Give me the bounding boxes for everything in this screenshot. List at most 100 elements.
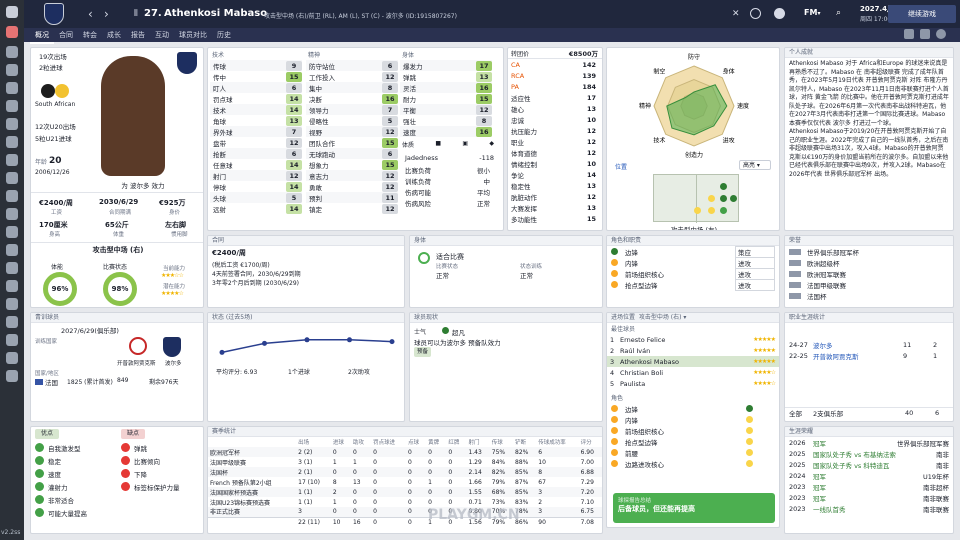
tab-item[interactable]: 球员对比 (179, 31, 207, 39)
rating-dropdown[interactable]: 高亮 ▾ (739, 160, 771, 170)
money-icon[interactable] (6, 334, 18, 346)
season-row[interactable]: 法国U23锦标赛预选赛 1 (1) 1 0 0 0 0 0 0.71 73% 83% 2 7.10 (208, 497, 602, 507)
tab-item[interactable]: 互动 (155, 31, 169, 39)
career-club[interactable]: 波尔多 (813, 341, 833, 350)
add-icon[interactable] (6, 190, 18, 202)
competition-name: 法国杯 (210, 469, 229, 477)
physical-title: 身体 (402, 52, 415, 59)
honours-panel: 荣誉 世界俱乐部冠军杯 欧洲超级杯 欧洲冠军联赛 法国甲级联赛 法国杯 (784, 235, 954, 308)
tab-item[interactable]: 合同 (59, 31, 73, 39)
season-cell: 1 (332, 498, 337, 506)
season-row[interactable]: 欧洲冠军杯 2 (2) 0 0 0 0 0 0 1.43 75% 82% 6 6.90 (208, 447, 602, 457)
data-hub-icon[interactable] (6, 316, 18, 328)
tab-item[interactable]: 转会 (83, 31, 97, 39)
best-player-row[interactable]: 3 Athenkosi Mabaso ★★★★★ (607, 356, 779, 367)
season-cell: 0 (408, 458, 412, 466)
season-cell: 17 (10) (298, 478, 320, 486)
season-header-row: 出场 进球 助攻 罚点球进 点球 黄牌 红牌 射门 传球 铲断 传球成功率 评分 (208, 437, 602, 447)
forward-arrow-icon[interactable]: › (104, 7, 109, 21)
squad-icon[interactable] (6, 46, 18, 58)
globe-icon[interactable] (750, 8, 761, 19)
dynamics-icon[interactable] (6, 100, 18, 112)
transfers-icon[interactable] (6, 172, 18, 184)
load-value: 正常 (477, 199, 490, 208)
attribute-row: 无球跑动 6 (306, 148, 398, 159)
current-ability-stars: ★★★☆☆ (161, 272, 184, 279)
notes-panel: 个人成就 Athenkosi Mabaso 对于 Africa和Europe 的… (784, 47, 954, 231)
best-player-row[interactable]: 1 Ernesto Felice ★★★★★ (607, 334, 779, 345)
image-icon[interactable] (904, 29, 914, 39)
attribute-value: 8 (476, 115, 492, 126)
attribute-value: 15 (382, 137, 398, 148)
history-row: 2026 冠军 世界俱乐部冠军赛 (785, 437, 953, 448)
club-info-icon[interactable] (6, 226, 18, 238)
season-row[interactable]: 法国国家杯预选赛 1 (1) 2 0 0 0 0 0 1.55 68% 85% 3 7.20 (208, 487, 602, 497)
tab-item[interactable]: 成长 (107, 31, 121, 39)
tab-bar: 概况 合同 转会 成长 报告 互动 球员对比 历史 (24, 28, 960, 44)
honour-row: 世界俱乐部冠军杯 (785, 246, 953, 257)
youth-date: 2027/6/29(俱乐部) (61, 327, 119, 335)
scouting-icon[interactable] (6, 154, 18, 166)
staff-icon[interactable] (6, 118, 18, 130)
training-icon[interactable] (6, 82, 18, 94)
back-arrow-icon[interactable]: ‹ (88, 7, 93, 21)
value-value: €925万 (159, 199, 186, 207)
season-row[interactable]: 法国甲级联赛 3 (1) 1 1 0 0 0 0 1.29 84% 88% 10 7.00 (208, 457, 602, 467)
role-duty-dropdown[interactable]: 进攻 (735, 278, 775, 291)
mental-title: 精神 (308, 52, 321, 59)
season-row[interactable]: 法国杯 2 (1) 0 0 0 0 0 0 2.14 82% 85% 8 6.88 (208, 467, 602, 477)
warning-icon (121, 456, 130, 465)
season-cell: 0.80 (468, 508, 482, 516)
trophy-icon[interactable] (6, 244, 18, 256)
pros-item: 自我激发型 (35, 441, 119, 454)
weight-label: 体重 (113, 232, 125, 238)
finance-icon[interactable] (6, 280, 18, 292)
search-icon[interactable]: ⌕ (836, 8, 842, 18)
role-rating-row: 内锋 (607, 414, 779, 425)
calendar-icon[interactable] (6, 136, 18, 148)
attribute-value: 6 (382, 148, 398, 159)
tab-item[interactable]: 报告 (131, 31, 145, 39)
jadedness-value: -118 (479, 153, 494, 162)
form-point (262, 340, 267, 346)
history-event: 冠军 (813, 483, 826, 492)
season-row[interactable]: French 预备队第2小组 17 (10) 8 13 0 0 1 0 1.66 79% 87% 67… (208, 477, 602, 487)
best-player-name: Raúl Iván (620, 346, 651, 355)
best-player-row[interactable]: 5 Paulista ★★★★☆ (607, 378, 779, 389)
squad-switch-icon[interactable]: ⫴ (134, 9, 138, 19)
shield-icon[interactable] (6, 298, 18, 310)
tab-item[interactable]: 历史 (217, 31, 231, 39)
check-icon (35, 482, 44, 491)
player-name: Athenkosi Mabaso (164, 8, 268, 19)
competitions-icon[interactable] (6, 208, 18, 220)
tab-item[interactable]: 概况 (30, 28, 54, 44)
season-row[interactable]: 非正式比赛 3 0 0 0 0 0 0 0.80 70% 78% 3 6.75 (208, 507, 602, 517)
attribute-row: 传中 15 (210, 71, 302, 82)
attribute-row: 爆发力 17 (400, 60, 492, 71)
grid-icon[interactable] (920, 29, 930, 39)
medical-icon[interactable] (6, 370, 18, 382)
world-icon[interactable] (6, 262, 18, 274)
career-club[interactable]: 开普敦阿贾克斯 (813, 352, 859, 361)
person-icon[interactable] (6, 352, 18, 364)
position-role: 攻击型中场 (右) (670, 226, 718, 231)
best-player-row[interactable]: 4 Christian Boli ★★★★☆ (607, 367, 779, 378)
best-player-row[interactable]: 2 Raúl Iván ★★★★★ (607, 345, 779, 356)
honour-name: 世界俱乐部冠军杯 (807, 248, 859, 257)
inbox-icon[interactable] (6, 26, 18, 38)
attribute-name: 界外球 (213, 128, 233, 137)
tactics-icon[interactable] (6, 64, 18, 76)
fm-logo[interactable]: FM▾ (804, 8, 821, 17)
close-icon[interactable]: ✕ (732, 9, 740, 19)
continue-button[interactable]: 继续游戏 (888, 5, 956, 23)
nation-name: South African (35, 101, 76, 108)
history-panel: 生涯荣耀 2026 冠军 世界俱乐部冠军赛 2025 国家队处子秀 vs 布基纳法索 南非… (784, 426, 954, 534)
help-icon[interactable] (936, 29, 946, 39)
season-header-cell: 罚点球进 (373, 440, 396, 446)
ball-icon[interactable] (774, 8, 785, 19)
home-icon[interactable] (6, 6, 18, 18)
history-year: 2023 (789, 493, 806, 502)
pros-text: 非常适合 (48, 496, 74, 505)
role-dot-icon (611, 281, 618, 288)
role-rating-dot-icon (746, 438, 753, 445)
